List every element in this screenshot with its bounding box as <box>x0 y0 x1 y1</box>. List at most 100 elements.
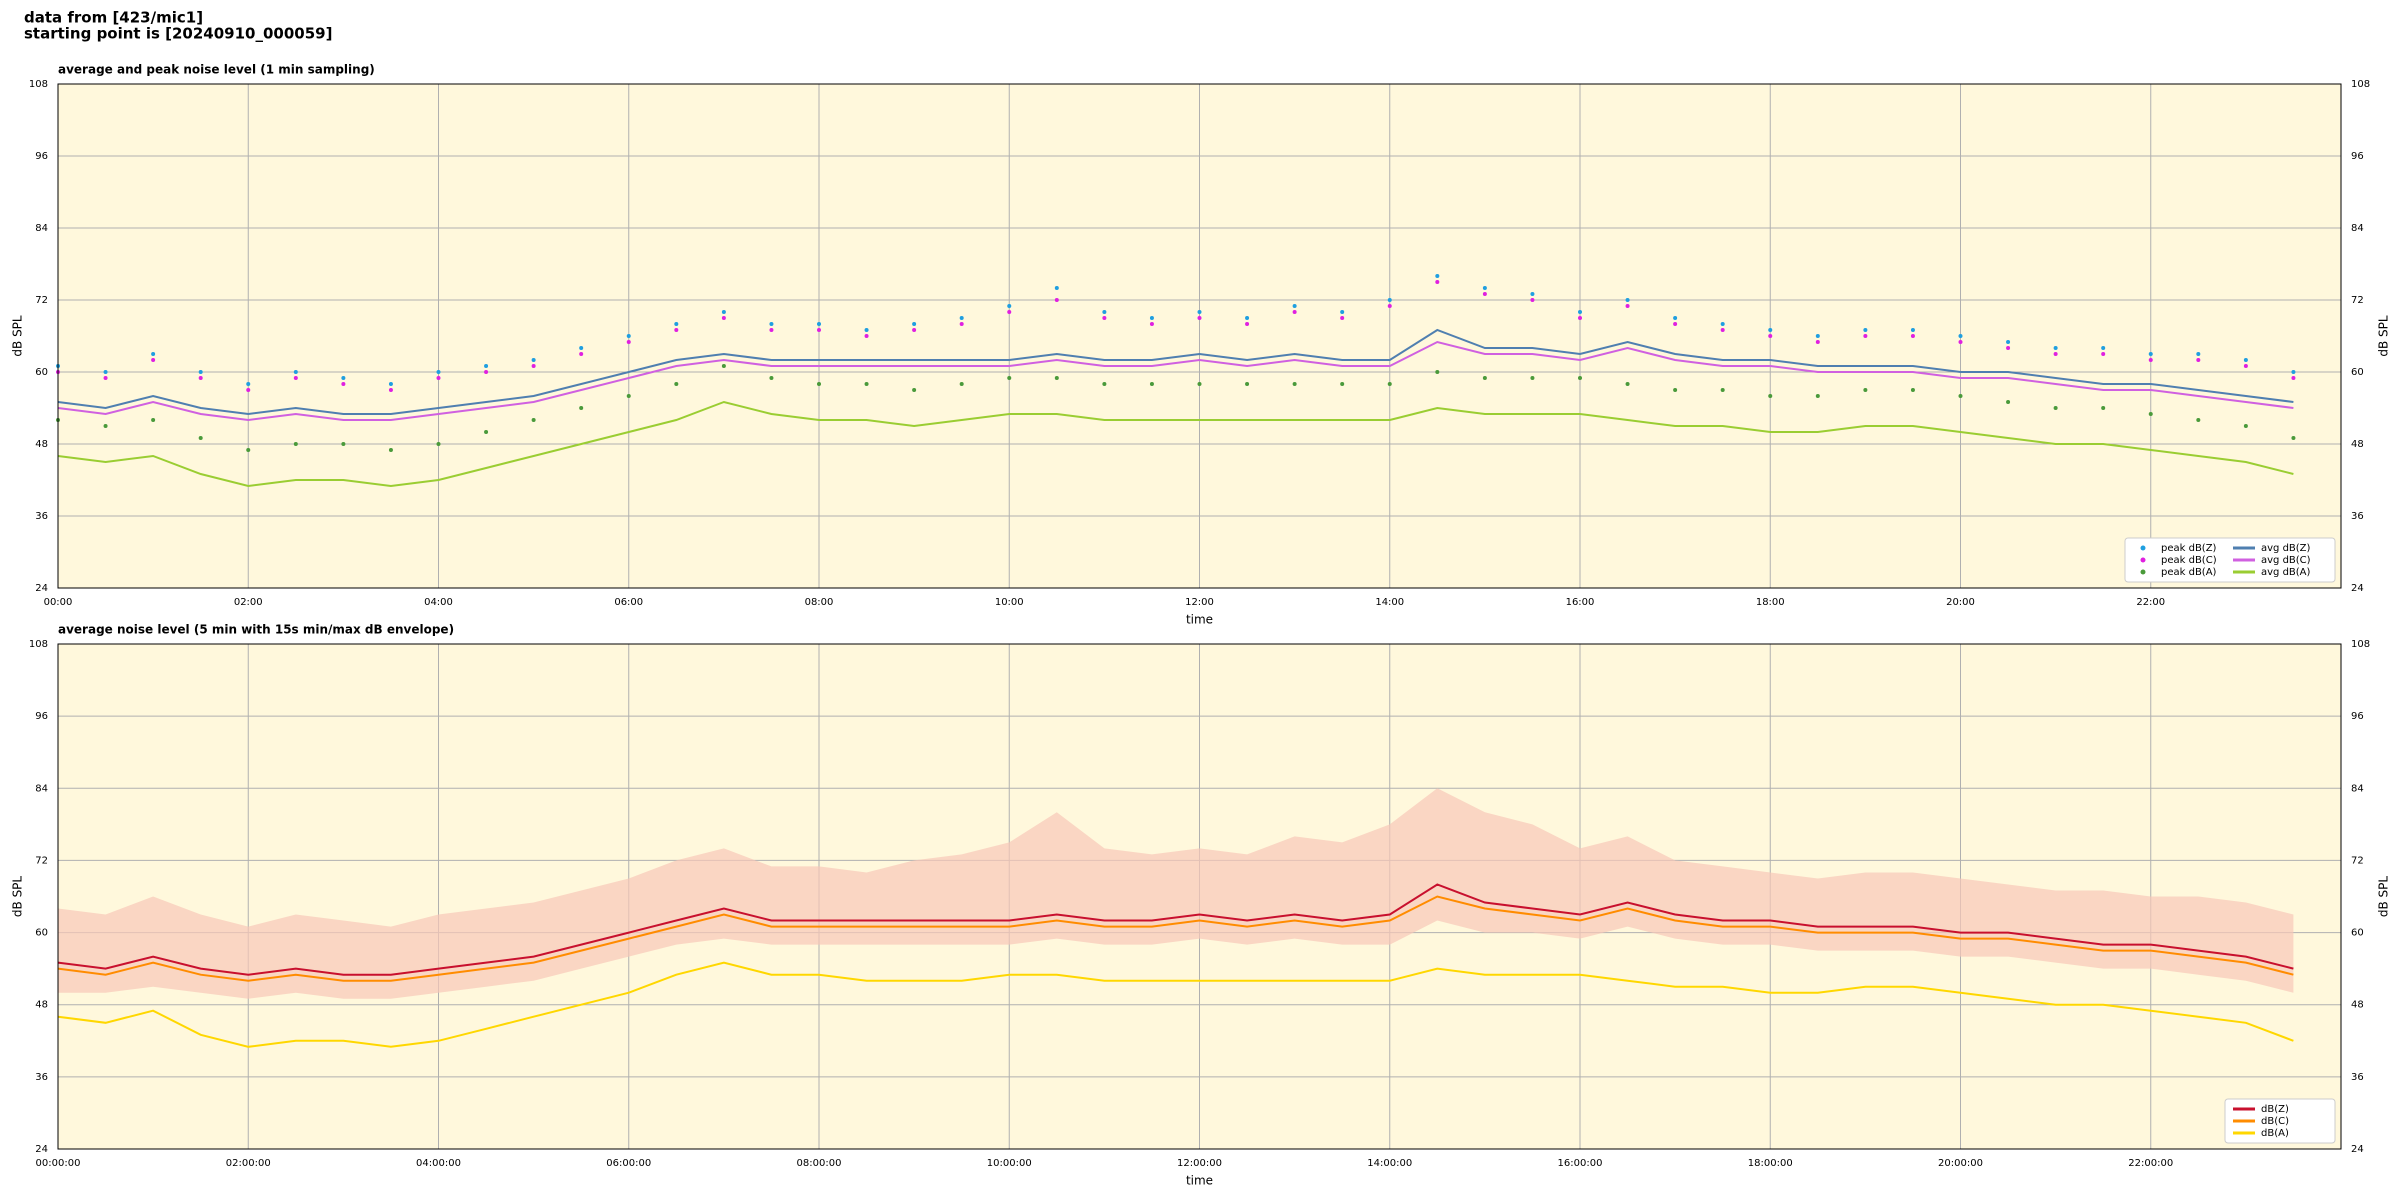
peak-point <box>579 406 584 410</box>
x-tick-label: 18:00:00 <box>1748 1158 1793 1169</box>
peak-point <box>103 376 108 380</box>
y-tick-label: 72 <box>2351 295 2364 306</box>
legend-marker <box>2140 557 2146 563</box>
peak-point <box>1863 388 1868 392</box>
x-tick-label: 16:00:00 <box>1558 1158 1603 1169</box>
peak-point <box>2243 424 2248 428</box>
x-tick-label: 20:00 <box>1946 597 1975 608</box>
y-tick-label: 96 <box>2351 711 2364 722</box>
peak-point <box>2101 352 2106 356</box>
peak-point <box>2243 364 2248 368</box>
peak-point <box>769 322 774 326</box>
legend-label: dB(C) <box>2261 1116 2289 1127</box>
peak-point <box>1958 340 1963 344</box>
peak-point <box>1149 382 1154 386</box>
y-tick-label: 84 <box>35 223 48 234</box>
y-tick-label: 96 <box>35 711 48 722</box>
y-tick-label: 60 <box>35 928 48 939</box>
peak-point <box>1910 334 1915 338</box>
peak-point <box>1625 382 1630 386</box>
peak-point <box>1007 310 1012 314</box>
peak-point <box>817 382 821 386</box>
peak-point <box>2291 370 2296 374</box>
peak-point <box>1482 292 1487 296</box>
y-tick-label: 84 <box>35 783 48 794</box>
peak-point <box>1102 310 1107 314</box>
peak-point <box>1625 304 1630 308</box>
peak-point <box>1054 286 1059 290</box>
legend-marker <box>2140 545 2146 551</box>
peak-point <box>103 424 108 428</box>
y-tick-label: 48 <box>2351 1000 2364 1011</box>
peak-point <box>674 322 679 326</box>
x-tick-label: 22:00:00 <box>2128 1158 2173 1169</box>
peak-point <box>2196 352 2201 356</box>
x-axis-label: time <box>1186 613 1213 627</box>
peak-point <box>959 382 964 386</box>
peak-point <box>1007 304 1012 308</box>
y-tick-label: 36 <box>35 511 48 522</box>
y-tick-label: 108 <box>2351 79 2370 90</box>
peak-point <box>1815 334 1820 338</box>
peak-point <box>388 382 393 386</box>
peak-point <box>293 370 298 374</box>
peak-point <box>1387 304 1392 308</box>
legend <box>2124 537 2336 583</box>
x-tick-label: 20:00:00 <box>1938 1158 1983 1169</box>
y-tick-label: 24 <box>35 1144 48 1155</box>
peak-point <box>1102 382 1107 386</box>
y-axis-label: dB SPL <box>11 315 25 357</box>
peak-point <box>1197 316 1202 320</box>
peak-point <box>2006 340 2011 344</box>
peak-point <box>1245 382 1250 386</box>
peak-point <box>2291 436 2296 440</box>
peak-point <box>436 376 441 380</box>
chart-title: average noise level (5 min with 15s min/… <box>58 623 454 637</box>
peak-point <box>293 442 298 446</box>
peak-point <box>1340 310 1345 314</box>
peak-point <box>1007 376 1012 380</box>
peak-point <box>1149 316 1154 320</box>
peak-point <box>1720 388 1725 392</box>
y-tick-label: 48 <box>35 1000 48 1011</box>
x-axis-label: time <box>1186 1174 1213 1188</box>
line <box>57 883 2294 976</box>
y-tick-label: 72 <box>35 295 48 306</box>
peak-point <box>293 376 298 380</box>
peak-point <box>151 352 156 356</box>
peak-point <box>1815 394 1820 398</box>
peak-point <box>246 448 251 452</box>
peak-point <box>1387 298 1392 302</box>
peak-point <box>1673 322 1678 326</box>
header-line: data from [423/mic1] <box>24 9 203 27</box>
peak-point <box>1958 394 1963 398</box>
peak-point <box>1720 328 1725 332</box>
line <box>57 340 2294 422</box>
line <box>57 400 2294 488</box>
peak-point <box>721 364 726 368</box>
peak-point <box>1340 382 1345 386</box>
peak-point <box>2053 406 2058 410</box>
peak-point <box>864 334 869 338</box>
y-tick-label: 72 <box>2351 855 2364 866</box>
peak-point <box>436 370 441 374</box>
peak-point <box>1673 316 1678 320</box>
peak-point <box>626 334 631 338</box>
peak-point <box>912 322 917 326</box>
peak-point <box>484 430 489 434</box>
peak-point <box>388 448 393 452</box>
peak-point <box>721 310 726 314</box>
peak-point <box>769 328 774 332</box>
peak-point <box>626 340 631 344</box>
x-tick-label: 10:00:00 <box>987 1158 1032 1169</box>
peak-point <box>2101 406 2106 410</box>
peak-point <box>626 394 631 398</box>
x-tick-label: 18:00 <box>1756 597 1785 608</box>
peak-point <box>1292 382 1297 386</box>
peak-point <box>817 328 821 332</box>
peak-point <box>1482 286 1487 290</box>
peak-point <box>1530 376 1535 380</box>
peak-point <box>1340 316 1345 320</box>
peak-point <box>531 418 536 422</box>
